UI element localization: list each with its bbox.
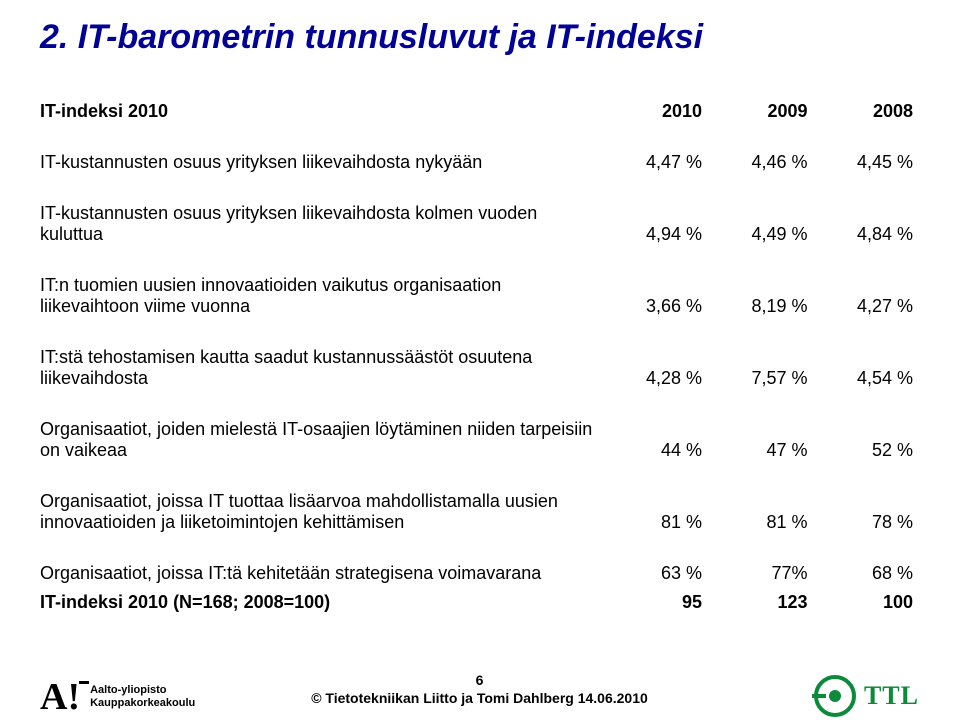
footer-center: 6 © Tietotekniikan Liitto ja Tomi Dahlbe… bbox=[311, 671, 648, 707]
row-val: 4,84 % bbox=[814, 199, 920, 249]
row-val: 4,45 % bbox=[814, 148, 920, 177]
index-row-val: 123 bbox=[708, 588, 813, 617]
row-label: IT-kustannusten osuus yrityksen liikevai… bbox=[40, 199, 603, 249]
table-row: IT-kustannusten osuus yrityksen liikevai… bbox=[40, 199, 919, 249]
page-title: 2. IT-barometrin tunnusluvut ja IT-indek… bbox=[40, 18, 919, 57]
row-label: IT:n tuomien uusien innovaatioiden vaiku… bbox=[40, 271, 603, 321]
page-number: 6 bbox=[311, 671, 648, 689]
table-header-row: IT-indeksi 2010 2010 2009 2008 bbox=[40, 97, 919, 126]
row-val: 4,47 % bbox=[603, 148, 708, 177]
row-val: 44 % bbox=[603, 415, 708, 465]
table-row: IT-kustannusten osuus yrityksen liikevai… bbox=[40, 148, 919, 177]
row-val: 63 % bbox=[603, 559, 708, 588]
table-row: Organisaatiot, joissa IT tuottaa lisäarv… bbox=[40, 487, 919, 537]
ttl-circle-icon bbox=[814, 675, 856, 717]
index-row-val: 95 bbox=[603, 588, 708, 617]
row-label: Organisaatiot, joiden mielestä IT-osaaji… bbox=[40, 415, 603, 465]
row-label: IT-kustannusten osuus yrityksen liikevai… bbox=[40, 148, 603, 177]
row-val: 4,54 % bbox=[814, 343, 920, 393]
ttl-text: TTL bbox=[864, 681, 919, 711]
data-table: IT-indeksi 2010 2010 2009 2008 IT-kustan… bbox=[40, 97, 919, 617]
row-val: 47 % bbox=[708, 415, 813, 465]
row-val: 7,57 % bbox=[708, 343, 813, 393]
table-header-2008: 2008 bbox=[814, 97, 920, 126]
index-row-label: IT-indeksi 2010 (N=168; 2008=100) bbox=[40, 588, 603, 617]
index-row: IT-indeksi 2010 (N=168; 2008=100) 95 123… bbox=[40, 588, 919, 617]
row-val: 4,28 % bbox=[603, 343, 708, 393]
table-row: Organisaatiot, joissa IT:tä kehitetään s… bbox=[40, 559, 919, 588]
table-row: IT:n tuomien uusien innovaatioiden vaiku… bbox=[40, 271, 919, 321]
row-val: 68 % bbox=[814, 559, 920, 588]
table-row: Organisaatiot, joiden mielestä IT-osaaji… bbox=[40, 415, 919, 465]
row-val: 8,19 % bbox=[708, 271, 813, 321]
row-val: 78 % bbox=[814, 487, 920, 537]
row-val: 4,49 % bbox=[708, 199, 813, 249]
row-val: 81 % bbox=[708, 487, 813, 537]
row-label: Organisaatiot, joissa IT tuottaa lisäarv… bbox=[40, 487, 603, 537]
table-header-label: IT-indeksi 2010 bbox=[40, 97, 603, 126]
copyright: © Tietotekniikan Liitto ja Tomi Dahlberg… bbox=[311, 689, 648, 707]
row-val: 4,94 % bbox=[603, 199, 708, 249]
row-val: 77% bbox=[708, 559, 813, 588]
row-val: 81 % bbox=[603, 487, 708, 537]
table-header-2010: 2010 bbox=[603, 97, 708, 126]
slide: 2. IT-barometrin tunnusluvut ja IT-indek… bbox=[0, 0, 959, 727]
row-val: 3,66 % bbox=[603, 271, 708, 321]
row-label: IT:stä tehostamisen kautta saadut kustan… bbox=[40, 343, 603, 393]
row-val: 4,46 % bbox=[708, 148, 813, 177]
table-row: IT:stä tehostamisen kautta saadut kustan… bbox=[40, 343, 919, 393]
row-val: 4,27 % bbox=[814, 271, 920, 321]
logo-ttl: TTL bbox=[814, 675, 919, 717]
row-label: Organisaatiot, joissa IT:tä kehitetään s… bbox=[40, 559, 603, 588]
index-row-val: 100 bbox=[814, 588, 920, 617]
row-val: 52 % bbox=[814, 415, 920, 465]
table-header-2009: 2009 bbox=[708, 97, 813, 126]
